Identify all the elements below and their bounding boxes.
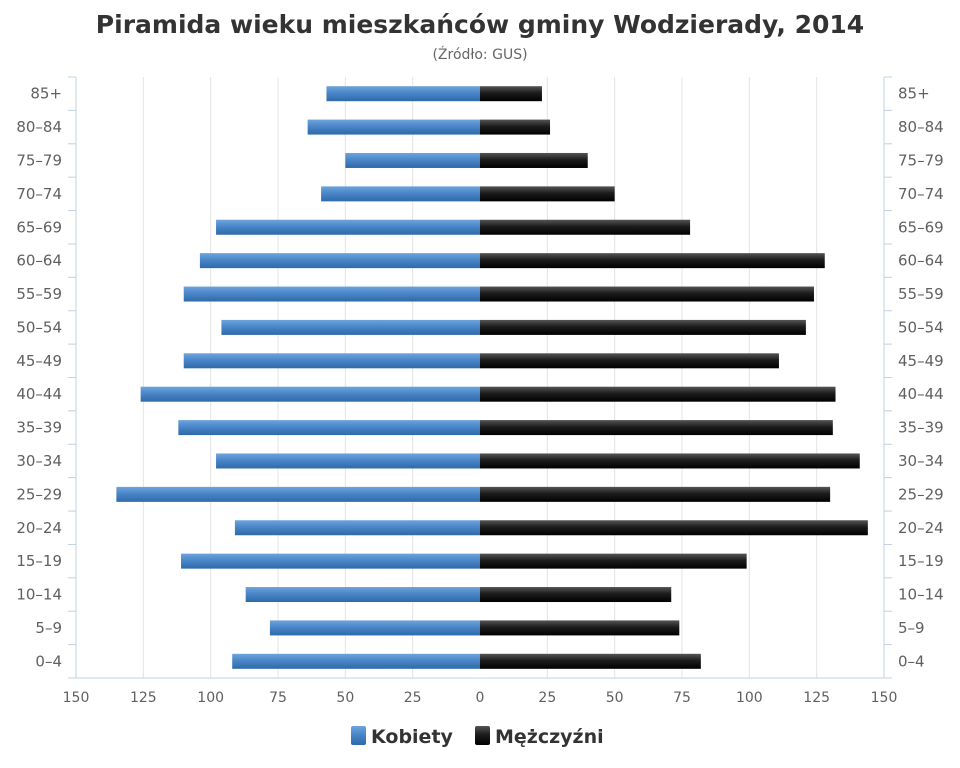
legend-item-mezczyzni[interactable]: Mężczyźni (475, 726, 604, 748)
bar-kobiety[interactable] (269, 620, 480, 636)
bar-mezczyzni[interactable] (480, 86, 542, 102)
bar-kobiety[interactable] (221, 319, 480, 335)
category-label-left: 10–14 (16, 586, 62, 604)
bar-kobiety[interactable] (321, 186, 480, 202)
category-label-right: 45–49 (898, 352, 944, 370)
category-label-right: 40–44 (898, 385, 944, 403)
legend-label-kobiety: Kobiety (371, 726, 454, 748)
bar-mezczyzni[interactable] (480, 219, 691, 235)
bar-mezczyzni[interactable] (480, 553, 747, 569)
category-label-right: 5–9 (898, 619, 925, 637)
category-label-right: 25–29 (898, 485, 944, 503)
bar-kobiety[interactable] (140, 386, 480, 402)
x-axis-ticks: 150 125 100 75 50 25 0 25 50 75 100 125 150 (63, 690, 898, 706)
x-tick-label: 75 (673, 690, 691, 706)
bar-mezczyzni[interactable] (480, 253, 825, 269)
bar-mezczyzni[interactable] (480, 453, 860, 469)
x-tick-label: 25 (538, 690, 556, 706)
category-label-left: 40–44 (16, 385, 62, 403)
bar-kobiety[interactable] (307, 119, 480, 135)
bar-kobiety[interactable] (234, 520, 480, 536)
bar-mezczyzni[interactable] (480, 186, 615, 202)
category-label-left: 75–79 (16, 151, 62, 169)
bar-mezczyzni[interactable] (480, 119, 551, 135)
bar-kobiety[interactable] (181, 553, 481, 569)
bar-kobiety[interactable] (199, 253, 481, 269)
category-label-right: 30–34 (898, 452, 944, 470)
bar-mezczyzni[interactable] (480, 587, 672, 603)
bar-kobiety[interactable] (216, 219, 480, 235)
category-label-left: 5–9 (35, 619, 62, 637)
x-tick-label: 100 (736, 690, 763, 706)
bar-mezczyzni[interactable] (480, 386, 836, 402)
legend-label-mezczyzni: Mężczyźni (495, 726, 604, 748)
category-label-right: 65–69 (898, 218, 944, 236)
x-tick-label: 150 (63, 690, 90, 706)
x-tick-label: 100 (197, 690, 224, 706)
bar-mezczyzni[interactable] (480, 620, 680, 636)
bar-kobiety[interactable] (116, 486, 481, 502)
legend-swatch-mezczyzni (475, 726, 490, 745)
category-label-right: 80–84 (898, 118, 944, 136)
bar-kobiety[interactable] (232, 653, 480, 669)
chart-subtitle: (Źródło: GUS) (432, 45, 527, 63)
x-tick-label: 125 (130, 690, 157, 706)
bar-mezczyzni[interactable] (480, 152, 588, 168)
bar-kobiety[interactable] (183, 353, 480, 369)
category-label-left: 55–59 (16, 285, 62, 303)
x-tick-label: 150 (871, 690, 898, 706)
category-label-left: 45–49 (16, 352, 62, 370)
chart-title: Piramida wieku mieszkańców gminy Wodzier… (96, 10, 864, 39)
x-tick-label: 125 (803, 690, 830, 706)
category-label-left: 50–54 (16, 318, 62, 336)
category-label-right: 75–79 (898, 151, 944, 169)
category-label-left: 25–29 (16, 485, 62, 503)
category-label-right: 60–64 (898, 252, 944, 270)
category-label-right: 0–4 (898, 652, 925, 670)
category-label-left: 0–4 (35, 652, 62, 670)
bar-kobiety[interactable] (345, 152, 480, 168)
category-label-right: 55–59 (898, 285, 944, 303)
legend-item-kobiety[interactable]: Kobiety (351, 726, 454, 748)
bar-mezczyzni[interactable] (480, 486, 831, 502)
category-label-left: 60–64 (16, 252, 62, 270)
bar-mezczyzni[interactable] (480, 353, 779, 369)
category-label-right: 15–19 (898, 552, 944, 570)
bar-mezczyzni[interactable] (480, 520, 868, 536)
bars (116, 86, 868, 669)
category-label-right: 10–14 (898, 586, 944, 604)
category-label-left: 85+ (30, 85, 62, 103)
bar-kobiety[interactable] (216, 453, 480, 469)
category-label-right: 35–39 (898, 419, 944, 437)
category-label-right: 20–24 (898, 519, 944, 537)
bar-kobiety[interactable] (245, 587, 480, 603)
category-label-left: 35–39 (16, 419, 62, 437)
category-labels: 0–4 0–4 5–9 5–9 10–14 10–14 15–19 15–19 20–24 20–… (16, 85, 943, 671)
x-tick-label: 25 (404, 690, 422, 706)
bar-kobiety[interactable] (326, 86, 480, 102)
x-tick-label: 50 (606, 690, 624, 706)
bar-kobiety[interactable] (178, 420, 480, 436)
bar-mezczyzni[interactable] (480, 653, 701, 669)
category-label-left: 65–69 (16, 218, 62, 236)
x-tick-label: 0 (476, 690, 485, 706)
category-label-left: 15–19 (16, 552, 62, 570)
legend[interactable]: Kobiety Mężczyźni (351, 726, 604, 748)
bar-mezczyzni[interactable] (480, 286, 814, 302)
category-label-right: 70–74 (898, 185, 944, 203)
category-label-left: 70–74 (16, 185, 62, 203)
bar-mezczyzni[interactable] (480, 420, 833, 436)
x-tick-label: 50 (336, 690, 354, 706)
axes (68, 76, 892, 679)
bar-mezczyzni[interactable] (480, 319, 806, 335)
category-label-left: 30–34 (16, 452, 62, 470)
bar-kobiety[interactable] (183, 286, 480, 302)
legend-swatch-kobiety (351, 726, 366, 745)
x-tick-label: 75 (269, 690, 287, 706)
category-label-left: 80–84 (16, 118, 62, 136)
category-label-right: 85+ (898, 85, 930, 103)
category-label-left: 20–24 (16, 519, 62, 537)
category-label-right: 50–54 (898, 318, 944, 336)
